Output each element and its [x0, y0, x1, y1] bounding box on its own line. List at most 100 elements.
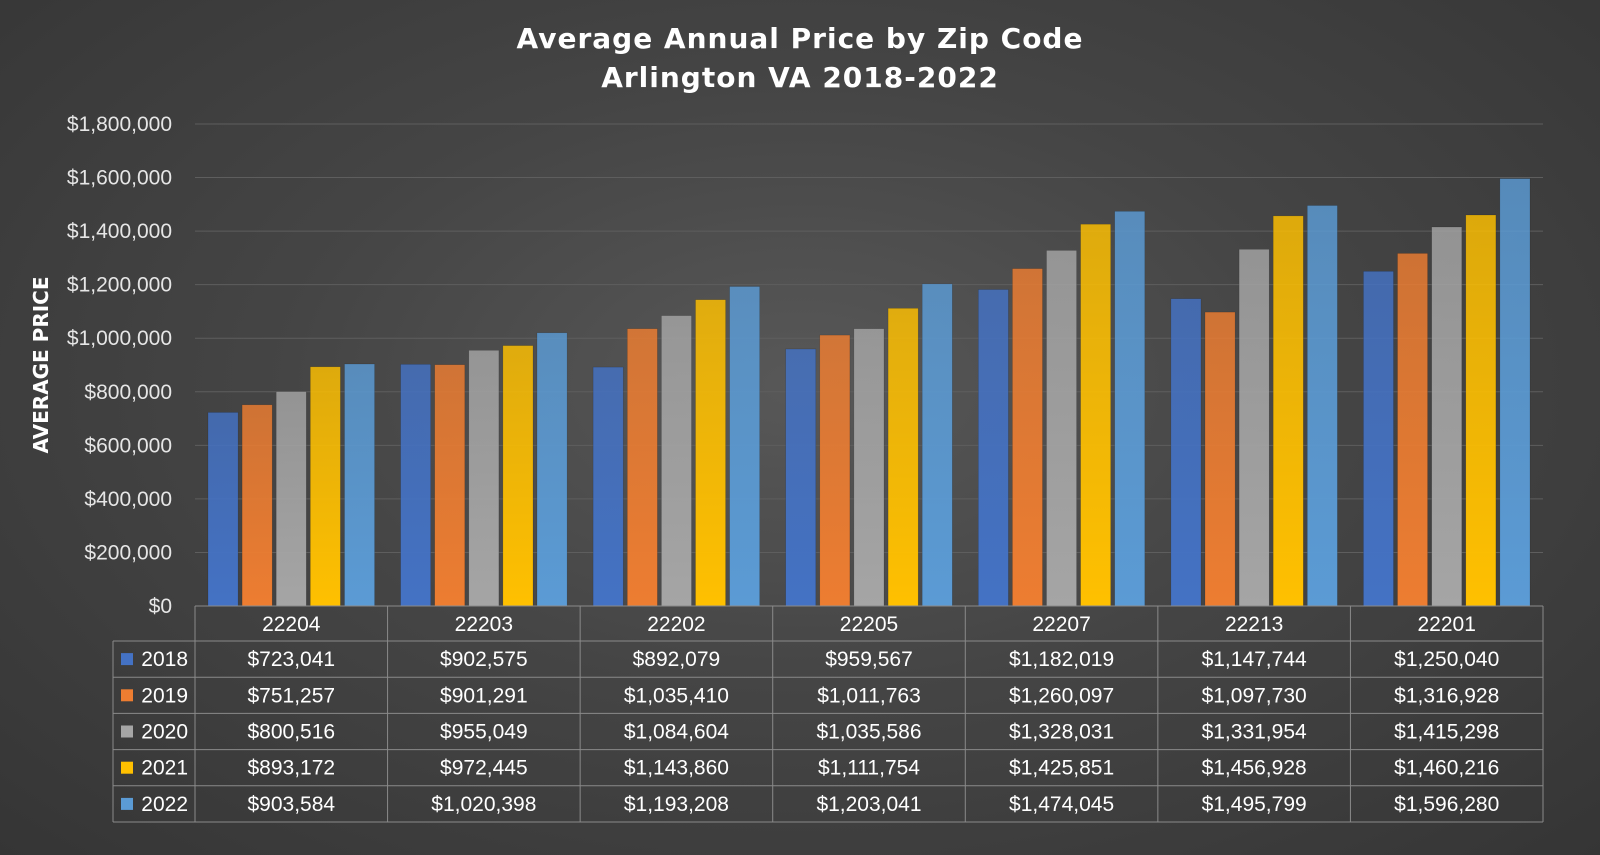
- data-label-2018-22204: $723,041: [247, 648, 335, 671]
- y-tick-label: $1,600,000: [67, 167, 172, 190]
- data-label-2022-22207: $1,474,045: [1009, 793, 1114, 816]
- bar-2018-22207: [978, 289, 1009, 607]
- data-label-2021-22203: $972,445: [440, 757, 528, 780]
- bar-2022-22213: [1307, 205, 1338, 607]
- bar-2020-22201: [1431, 226, 1463, 607]
- data-label-2018-22201: $1,250,040: [1394, 648, 1499, 671]
- legend-key-2020: [121, 725, 133, 738]
- category-label: 22204: [262, 613, 321, 636]
- bar-2021-22201: [1465, 214, 1497, 607]
- data-label-2021-22204: $893,172: [247, 757, 335, 780]
- bar-2022-22204: [344, 363, 375, 607]
- bar-2020-22202: [661, 315, 692, 607]
- bar-2021-22207: [1080, 223, 1111, 607]
- y-tick-label: $800,000: [84, 381, 172, 404]
- data-label-2022-22203: $1,020,398: [431, 793, 536, 816]
- bar-2019-22207: [1012, 268, 1043, 607]
- bar-2021-22213: [1272, 215, 1304, 607]
- bar-2020-22207: [1046, 250, 1077, 607]
- y-tick-label: $1,000,000: [67, 327, 172, 350]
- bar-2018-22205: [785, 348, 817, 607]
- y-tick-label: $400,000: [84, 488, 172, 511]
- category-label: 22203: [455, 613, 513, 636]
- bar-2022-22202: [729, 286, 760, 607]
- legend-label-2018: 2018: [141, 648, 188, 671]
- data-label-2020-22202: $1,084,604: [624, 721, 729, 744]
- data-label-2022-22213: $1,495,799: [1202, 793, 1307, 816]
- legend-label-2020: 2020: [141, 721, 188, 744]
- data-label-2021-22207: $1,425,851: [1009, 757, 1114, 780]
- data-label-2018-22202: $892,079: [633, 648, 721, 671]
- legend-key-2019: [121, 689, 133, 702]
- bar-2018-22204: [207, 412, 239, 607]
- data-label-2020-22201: $1,415,298: [1394, 721, 1499, 744]
- data-label-2019-22213: $1,097,730: [1202, 684, 1307, 707]
- bar-2022-22201: [1499, 178, 1531, 607]
- bar-2020-22205: [853, 328, 885, 607]
- legend-key-2018: [121, 653, 133, 666]
- data-label-2020-22207: $1,328,031: [1009, 721, 1114, 744]
- bar-2018-22203: [400, 364, 431, 607]
- data-label-2021-22201: $1,460,216: [1394, 757, 1499, 780]
- bar-2019-22213: [1204, 311, 1236, 607]
- data-label-2019-22204: $751,257: [247, 684, 335, 707]
- bar-2021-22205: [887, 308, 919, 607]
- bar-2018-22201: [1363, 271, 1394, 607]
- bar-2018-22213: [1170, 298, 1202, 607]
- bar-2021-22203: [502, 345, 534, 607]
- y-axis-label: AVERAGE PRICE: [29, 276, 53, 453]
- data-label-2021-22213: $1,456,928: [1202, 757, 1307, 780]
- data-label-2021-22205: $1,111,754: [818, 757, 920, 780]
- data-label-2018-22203: $902,575: [440, 648, 528, 671]
- data-label-2018-22205: $959,567: [825, 648, 913, 671]
- bar-2020-22203: [468, 350, 500, 607]
- data-label-2019-22205: $1,011,763: [817, 684, 921, 707]
- data-label-2022-22201: $1,596,280: [1394, 793, 1499, 816]
- data-label-2019-22207: $1,260,097: [1009, 684, 1114, 707]
- category-label: 22201: [1418, 613, 1476, 636]
- category-label: 22207: [1032, 613, 1090, 636]
- data-label-2018-22207: $1,182,019: [1009, 648, 1114, 671]
- legend-label-2019: 2019: [141, 684, 188, 707]
- data-label-2019-22201: $1,316,928: [1394, 684, 1499, 707]
- category-label: 22213: [1225, 613, 1283, 636]
- category-label: 22205: [840, 613, 898, 636]
- y-axis: $0 $200,000 $400,000 $600,000 $800,000 $1,000…: [67, 113, 172, 618]
- chart-title-line-2: Arlington VA 2018-2022: [601, 61, 999, 94]
- bar-2022-22203: [536, 332, 568, 607]
- data-label-2019-22202: $1,035,410: [624, 684, 729, 707]
- bar-2019-22203: [434, 364, 466, 607]
- chart-title-line-1: Average Annual Price by Zip Code: [517, 22, 1084, 55]
- category-label: 22202: [647, 613, 705, 636]
- y-tick-label: $600,000: [84, 434, 172, 457]
- data-label-2022-22202: $1,193,208: [624, 793, 729, 816]
- data-label-2020-22213: $1,331,954: [1202, 721, 1307, 744]
- y-tick-label: $0: [149, 595, 172, 618]
- legend-label-2022: 2022: [141, 793, 188, 816]
- data-label-2020-22203: $955,049: [440, 721, 528, 744]
- data-table: 22204 22203 22202 22205 22207 22213 22201 2018 $…: [112, 605, 1544, 823]
- bar-2020-22204: [275, 391, 307, 607]
- bar-2021-22202: [695, 299, 726, 607]
- bar-2019-22201: [1397, 253, 1428, 607]
- bar-2019-22204: [241, 404, 273, 607]
- bar-layer: [207, 178, 1531, 607]
- data-label-2019-22203: $901,291: [440, 684, 528, 707]
- bar-2021-22204: [310, 366, 341, 607]
- legend-key-2022: [121, 797, 133, 810]
- data-label-2021-22202: $1,143,860: [624, 757, 729, 780]
- bar-2022-22207: [1114, 211, 1146, 607]
- bar-2019-22205: [819, 334, 851, 607]
- data-label-2020-22205: $1,035,586: [816, 721, 921, 744]
- y-tick-label: $1,200,000: [67, 274, 172, 297]
- bar-2022-22205: [921, 283, 953, 607]
- data-label-2022-22205: $1,203,041: [816, 793, 921, 816]
- bar-2018-22202: [592, 366, 624, 607]
- legend-label-2021: 2021: [141, 757, 188, 780]
- y-tick-label: $200,000: [84, 541, 172, 564]
- legend-key-2021: [121, 761, 133, 774]
- data-label-2022-22204: $903,584: [247, 793, 335, 816]
- data-label-2020-22204: $800,516: [247, 721, 335, 744]
